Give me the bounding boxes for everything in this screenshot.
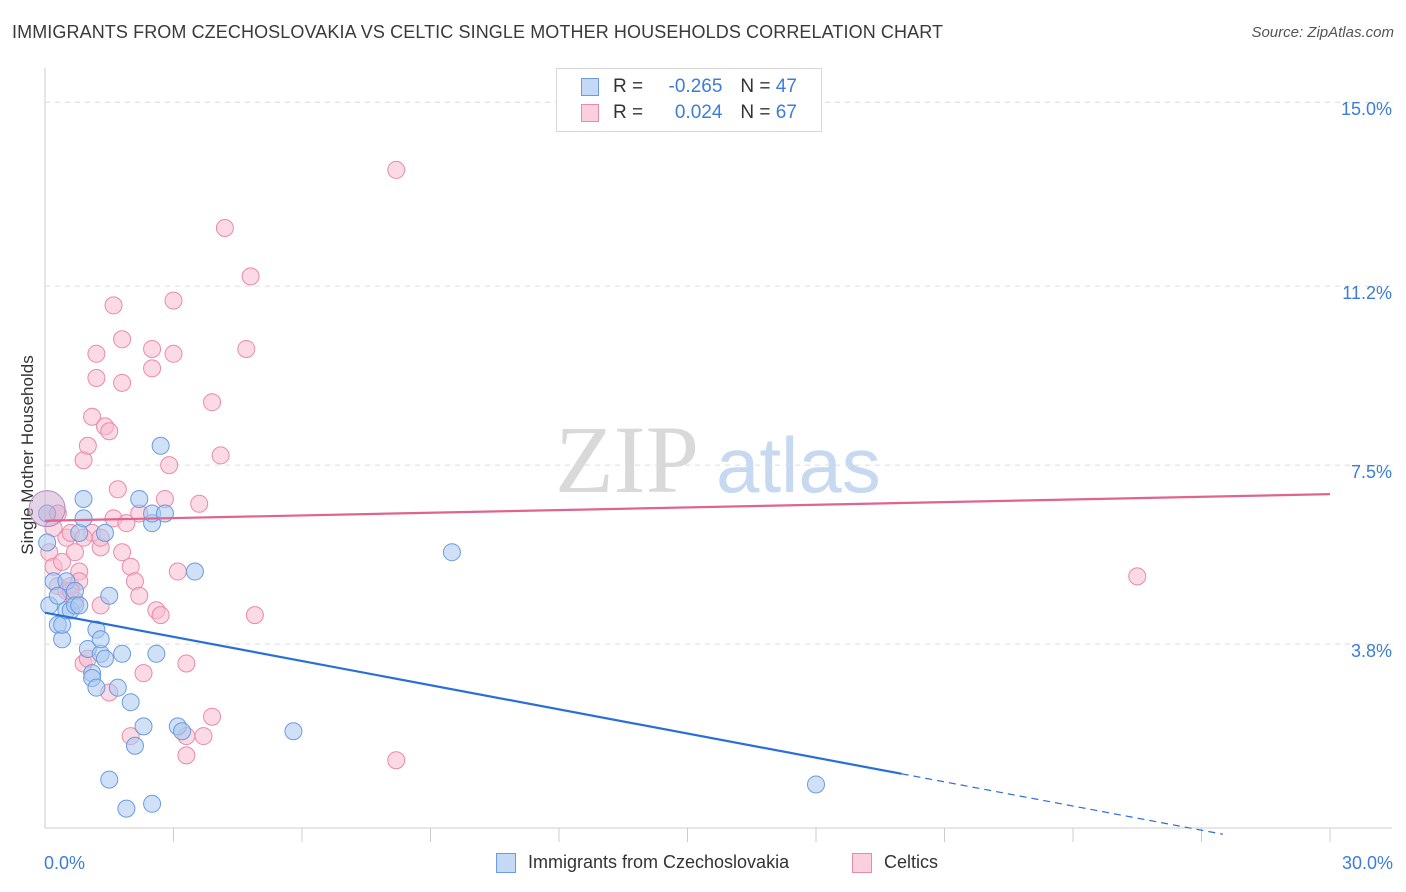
- czechoslovakia-point: [100, 770, 119, 789]
- y-tick-label: 15.0%: [1341, 99, 1392, 119]
- celtics-point: [53, 552, 72, 571]
- watermark-zip: ZIP: [555, 406, 699, 513]
- czechoslovakia-point: [95, 523, 114, 542]
- czechoslovakia-point: [100, 586, 119, 605]
- celtics-point: [177, 746, 196, 765]
- celtics-point: [65, 543, 84, 562]
- czechoslovakia-point: [113, 644, 132, 663]
- celtics-point: [164, 291, 183, 310]
- pink-swatch: [581, 104, 599, 122]
- correlation-legend: R = -0.265 N = 47 R = 0.024 N = 67: [556, 68, 822, 132]
- blue-swatch: [496, 852, 516, 873]
- czechoslovakia-point: [147, 644, 166, 663]
- legend-r-label: R =: [613, 76, 644, 97]
- czechoslovakia-point: [38, 533, 57, 552]
- celtics-point: [168, 562, 187, 581]
- celtics-point: [164, 344, 183, 363]
- czechoslovakia-point: [125, 736, 144, 755]
- celtics-point: [190, 494, 209, 513]
- czechoslovakia-point: [87, 678, 106, 697]
- celtics-point: [177, 654, 196, 673]
- x-tick-label: 0.0%: [44, 853, 85, 873]
- celtics-point: [215, 219, 234, 237]
- celtics-point: [134, 664, 153, 683]
- czechoslovakia-point: [121, 693, 140, 712]
- czechoslovakia-point: [95, 649, 114, 668]
- x-tick-label: 30.0%: [1342, 853, 1393, 873]
- celtics-point: [211, 446, 230, 465]
- pink-swatch: [852, 852, 872, 873]
- legend-n-value: 67: [775, 102, 797, 123]
- czechoslovakia-point: [284, 722, 303, 741]
- czechoslovakia-point: [807, 775, 825, 794]
- bottom-legend-label: Immigrants from Czechoslovakia: [528, 852, 790, 872]
- y-tick-label: 3.8%: [1351, 641, 1392, 661]
- celtics-point: [387, 751, 406, 770]
- czechoslovakia-point: [91, 630, 110, 649]
- czechoslovakia-point: [74, 489, 93, 508]
- celtics-point: [387, 160, 406, 179]
- celtics-point: [78, 436, 97, 455]
- celtics-point: [130, 586, 149, 605]
- bottom-legend-celtics: Celtics: [852, 852, 938, 873]
- czechoslovakia-point: [48, 586, 67, 605]
- celtics-point: [113, 330, 132, 349]
- celtics-point: [203, 393, 222, 412]
- legend-n-label: N =: [740, 102, 771, 123]
- czechoslovakia-point: [70, 596, 89, 615]
- celtics-point: [194, 727, 213, 746]
- blue-swatch: [581, 78, 599, 96]
- celtics-point: [104, 296, 123, 315]
- celtics-point: [87, 369, 106, 387]
- celtics-point: [143, 339, 162, 358]
- czechoslovakia-point: [74, 509, 93, 528]
- czechoslovakia-trend-line: [44, 611, 902, 775]
- y-tick-label: 7.5%: [1351, 462, 1392, 482]
- czechoslovakia-trend-extension: [901, 773, 1224, 835]
- czechoslovakia-point: [143, 794, 162, 813]
- celtics-point: [1128, 567, 1147, 586]
- y-tick-label: 11.2%: [1342, 283, 1392, 303]
- celtics-point: [113, 373, 132, 392]
- celtics-point: [245, 606, 264, 625]
- czechoslovakia-point: [442, 543, 461, 562]
- celtics-point: [160, 456, 179, 475]
- celtics-trend-line: [44, 493, 1331, 522]
- celtics-point: [241, 267, 260, 286]
- source-label: Source: ZipAtlas.com: [1251, 24, 1394, 41]
- legend-r-value: 0.024: [674, 102, 723, 123]
- bottom-legend-label: Celtics: [884, 852, 939, 872]
- czechoslovakia-point: [108, 678, 127, 697]
- czechoslovakia-point: [151, 436, 170, 455]
- celtics-point: [151, 606, 170, 625]
- celtics-point: [203, 707, 222, 726]
- czechoslovakia-point: [173, 722, 192, 741]
- legend-n-label: N =: [740, 76, 771, 97]
- overlap-cluster-point: [28, 490, 66, 528]
- czechoslovakia-point: [117, 799, 136, 818]
- celtics-point: [237, 339, 256, 358]
- czechoslovakia-point: [185, 562, 204, 581]
- celtics-point: [83, 407, 102, 426]
- celtics-point: [108, 480, 127, 499]
- celtics-point: [100, 422, 119, 441]
- legend-row-celtics: R = 0.024 N = 67: [581, 101, 797, 125]
- celtics-point: [143, 359, 162, 378]
- czechoslovakia-point: [130, 489, 149, 508]
- celtics-point: [113, 543, 132, 562]
- czechoslovakia-point: [134, 717, 153, 736]
- legend-r-value: -0.265: [668, 76, 723, 97]
- legend-row-czechoslovakia: R = -0.265 N = 47: [581, 75, 797, 99]
- celtics-point: [87, 344, 106, 363]
- legend-n-value: 47: [775, 76, 797, 97]
- bottom-legend-czechoslovakia: Immigrants from Czechoslovakia: [496, 852, 789, 873]
- chart-title: IMMIGRANTS FROM CZECHOSLOVAKIA VS CELTIC…: [12, 22, 944, 42]
- legend-r-label: R =: [613, 102, 644, 123]
